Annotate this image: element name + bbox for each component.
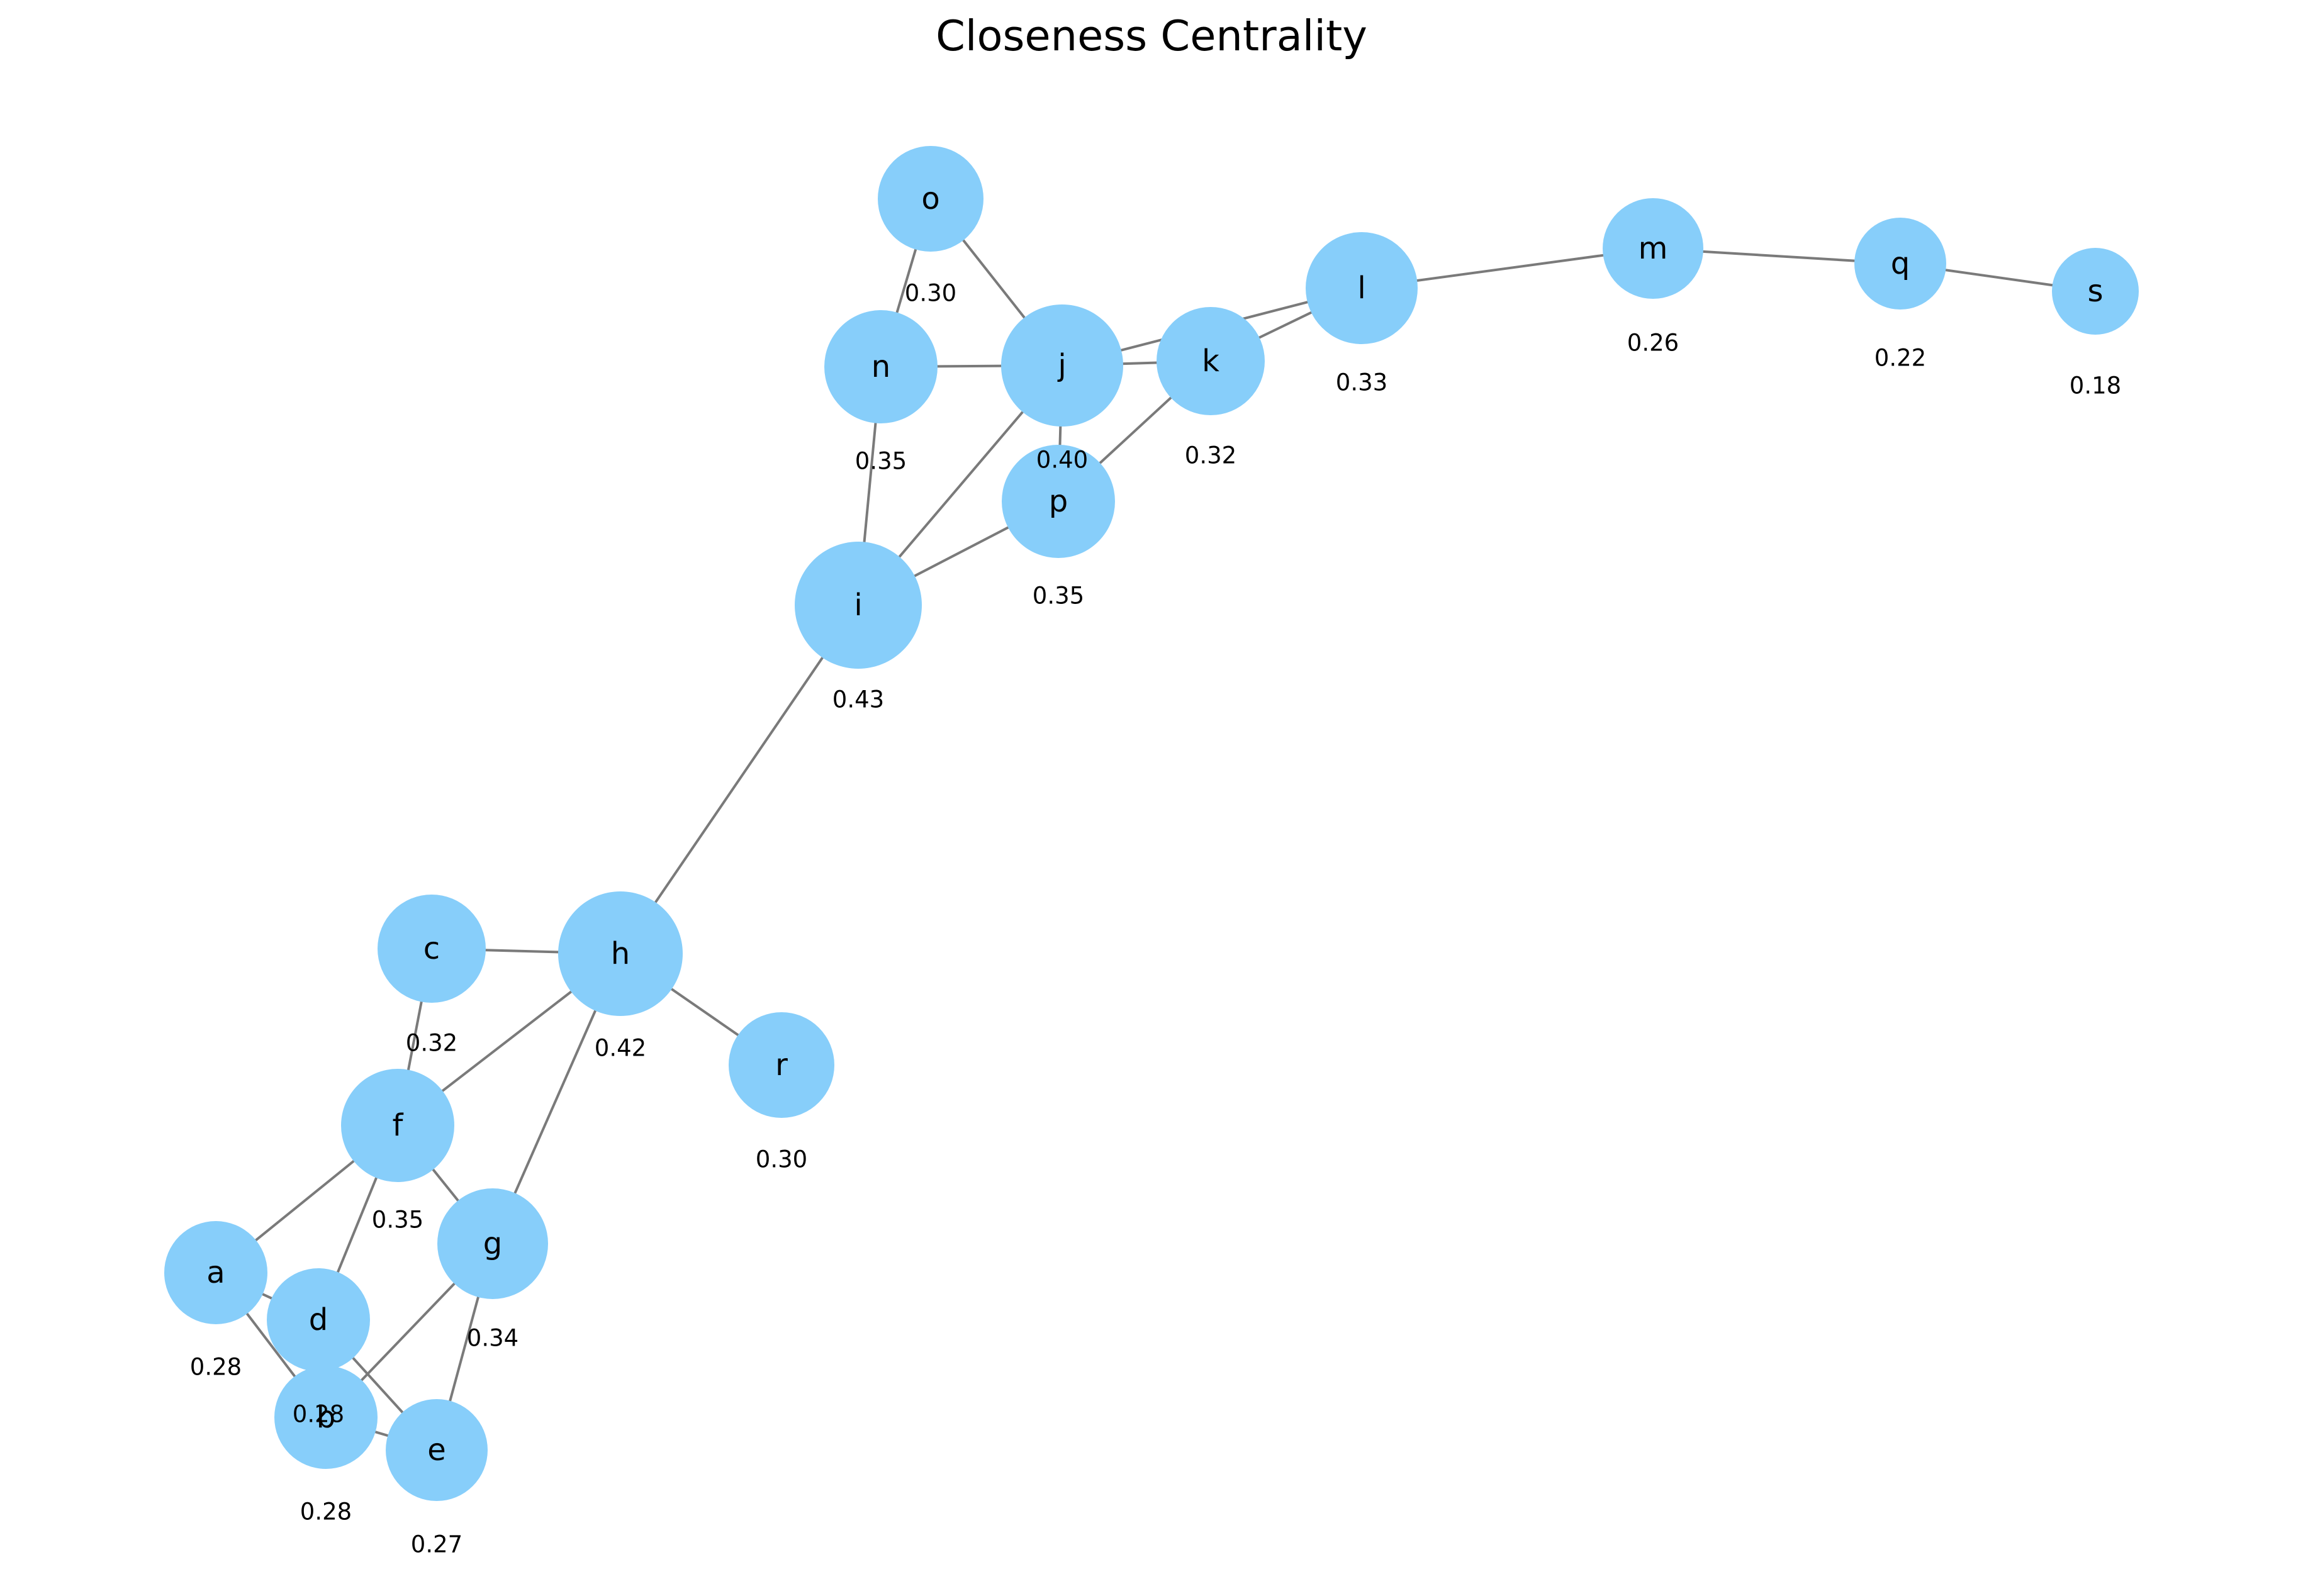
value-label-m: 0.26	[1627, 330, 1679, 357]
node-circle-h	[558, 891, 683, 1016]
value-label-q: 0.22	[1874, 345, 1926, 372]
node-circle-o	[878, 146, 983, 252]
node-circle-a	[164, 1221, 267, 1324]
edge-i-h	[619, 604, 860, 955]
value-label-f: 0.35	[372, 1207, 423, 1234]
node-label-n: n	[871, 349, 890, 384]
value-label-l: 0.33	[1336, 369, 1387, 396]
value-label-c: 0.32	[406, 1030, 457, 1057]
node-label-m: m	[1639, 231, 1668, 266]
value-label-e: 0.27	[411, 1531, 462, 1558]
value-label-n: 0.35	[855, 448, 907, 475]
node-label-g: g	[483, 1226, 502, 1261]
node-circle-p	[1002, 445, 1115, 558]
node-circle-n	[824, 310, 938, 423]
node-label-e: e	[427, 1432, 446, 1468]
node-s: s	[2052, 248, 2139, 335]
value-label-r: 0.30	[756, 1146, 807, 1173]
node-g: g	[437, 1188, 548, 1299]
node-circle-q	[1854, 218, 1946, 310]
node-label-d: d	[309, 1302, 328, 1337]
node-label-f: f	[393, 1108, 404, 1143]
value-label-o: 0.30	[905, 280, 956, 307]
node-circle-d	[267, 1268, 370, 1371]
node-circle-k	[1157, 307, 1265, 415]
values-layer: 0.28 0.28 0.32 0.28 0.27 0.35 0.34 0.42 0.43 0.40…	[190, 280, 2121, 1558]
node-circle-i	[795, 542, 922, 669]
node-circle-l	[1306, 232, 1418, 344]
node-circle-j	[1001, 304, 1123, 427]
node-n: n	[824, 310, 938, 423]
node-label-o: o	[921, 181, 939, 216]
node-e: e	[386, 1399, 488, 1501]
node-f: f	[341, 1069, 454, 1182]
node-circle-r	[729, 1012, 834, 1118]
node-m: m	[1603, 198, 1703, 299]
value-label-a: 0.28	[190, 1354, 242, 1381]
value-label-i: 0.43	[832, 686, 884, 713]
node-i: i	[795, 542, 922, 669]
node-circle-m	[1603, 198, 1703, 299]
node-r: r	[729, 1012, 834, 1118]
node-label-j: j	[1057, 348, 1066, 383]
node-h: h	[558, 891, 683, 1016]
nodes-layer: a b c d e f g h i j k l m n o p q r s	[164, 146, 2139, 1501]
node-circle-f	[341, 1069, 454, 1182]
node-label-c: c	[423, 931, 440, 966]
node-label-p: p	[1049, 484, 1068, 519]
node-label-h: h	[611, 936, 630, 971]
value-label-b: 0.28	[300, 1498, 352, 1526]
node-circle-c	[378, 895, 486, 1003]
node-circle-b	[274, 1366, 378, 1469]
node-label-l: l	[1357, 271, 1365, 306]
node-k: k	[1157, 307, 1265, 415]
node-label-q: q	[1891, 246, 1910, 281]
value-label-k: 0.32	[1185, 442, 1236, 469]
value-label-g: 0.34	[467, 1325, 518, 1352]
node-label-k: k	[1202, 343, 1219, 379]
value-label-h: 0.42	[595, 1035, 646, 1062]
node-circle-s	[2052, 248, 2139, 335]
node-p: p	[1002, 445, 1115, 558]
value-label-p: 0.35	[1033, 583, 1084, 610]
value-label-s: 0.18	[2070, 372, 2121, 399]
value-label-j: 0.40	[1036, 447, 1088, 474]
node-o: o	[878, 146, 983, 252]
node-label-a: a	[206, 1255, 225, 1290]
node-circle-g	[437, 1188, 548, 1299]
node-q: q	[1854, 218, 1946, 310]
node-label-r: r	[775, 1047, 788, 1083]
node-b: b	[274, 1366, 378, 1469]
node-label-b: b	[317, 1400, 335, 1435]
node-label-i: i	[854, 588, 862, 623]
node-circle-e	[386, 1399, 488, 1501]
value-label-d: 0.28	[293, 1401, 344, 1428]
node-a: a	[164, 1221, 267, 1324]
chart-title: Closeness Centrality	[936, 11, 1367, 60]
node-d: d	[267, 1268, 370, 1371]
node-j: j	[1001, 304, 1123, 427]
node-c: c	[378, 895, 486, 1003]
node-l: l	[1306, 232, 1418, 344]
node-label-s: s	[2087, 274, 2103, 309]
